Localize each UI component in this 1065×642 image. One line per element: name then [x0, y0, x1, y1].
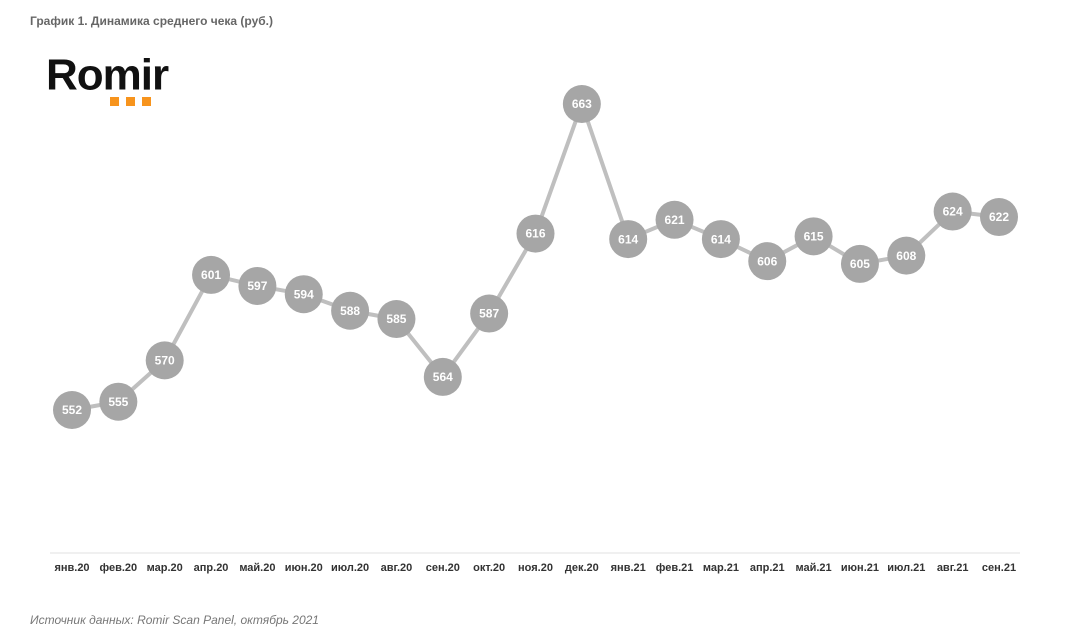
x-tick-label: фев.21	[656, 562, 694, 574]
data-label: 605	[850, 257, 870, 271]
data-label: 614	[618, 232, 638, 246]
x-tick-label: авг.20	[381, 562, 413, 574]
x-tick-label: янв.21	[611, 562, 646, 574]
source: Источник данных: Romir Scan Panel, октяб…	[30, 613, 319, 627]
point	[840, 244, 879, 283]
data-label: 594	[294, 287, 314, 301]
x-tick-label: апр.20	[194, 562, 229, 574]
data-label: 616	[525, 227, 545, 241]
point	[516, 214, 555, 253]
point	[284, 275, 323, 314]
data-label: 587	[479, 307, 499, 321]
data-label: 614	[711, 232, 731, 246]
x-tick-label: июл.20	[331, 562, 369, 574]
point	[933, 192, 972, 231]
point	[655, 200, 694, 239]
data-label: 555	[108, 395, 128, 409]
x-tick-label: ноя.20	[518, 562, 553, 574]
x-tick-label: май.20	[239, 562, 275, 574]
x-tick-label: июл.21	[887, 562, 925, 574]
x-tick-label: янв.20	[54, 562, 89, 574]
logo-dot	[110, 97, 119, 106]
x-tick-label: июн.20	[285, 562, 323, 574]
data-label: 552	[62, 403, 82, 417]
x-tick-label: апр.21	[750, 562, 785, 574]
x-tick-label: сен.21	[982, 562, 1016, 574]
data-label: 585	[386, 312, 406, 326]
point	[470, 294, 509, 333]
data-label: 608	[896, 249, 916, 263]
point	[701, 220, 740, 259]
point	[99, 382, 138, 421]
point	[53, 391, 91, 429]
data-label: 615	[804, 229, 824, 243]
data-label: 588	[340, 304, 360, 318]
point	[238, 266, 277, 305]
x-tick-label: июн.21	[841, 562, 879, 574]
logo-dot	[126, 97, 135, 106]
point	[980, 198, 1018, 237]
x-tick-label: май.21	[796, 562, 832, 574]
x-tick-label: мар.20	[147, 562, 183, 574]
point	[423, 357, 462, 396]
data-label: 601	[201, 268, 221, 282]
chart-title: График 1. Динамика среднего чека (руб.)	[30, 14, 273, 28]
x-tick-label: дек.20	[565, 562, 599, 574]
x-tick-label: фев.20	[100, 562, 138, 574]
point	[887, 236, 926, 275]
point	[192, 255, 231, 294]
point	[794, 217, 833, 256]
point	[331, 291, 370, 330]
point	[562, 85, 601, 123]
x-tick-label: мар.21	[703, 562, 739, 574]
data-label: 621	[665, 213, 685, 227]
logo-dot	[142, 97, 151, 106]
point	[377, 300, 416, 339]
logo: Romir	[46, 51, 169, 100]
point	[748, 242, 787, 281]
data-label: 663	[572, 97, 592, 111]
data-label: 570	[155, 354, 175, 368]
data-label: 624	[943, 205, 963, 219]
point	[145, 341, 184, 380]
data-label: 597	[247, 279, 267, 293]
data-label: 622	[989, 210, 1009, 224]
data-label: 564	[433, 370, 453, 384]
x-tick-label: окт.20	[473, 562, 505, 574]
x-tick-label: авг.21	[937, 562, 969, 574]
point	[609, 220, 648, 259]
x-tick-label: сен.20	[426, 562, 460, 574]
data-label: 606	[757, 254, 777, 268]
